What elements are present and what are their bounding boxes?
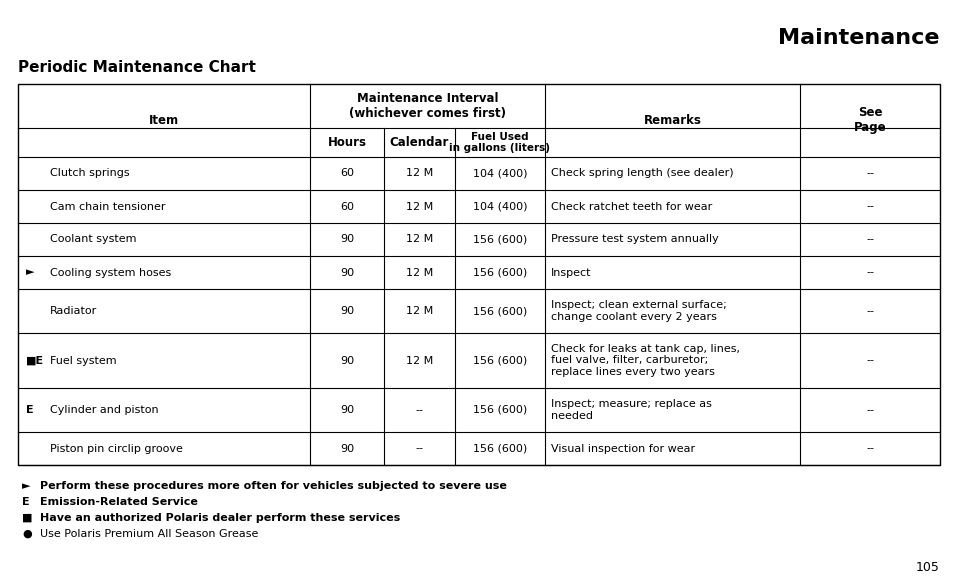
Text: --: -- [865, 306, 873, 316]
Text: --: -- [865, 202, 873, 212]
Text: 60: 60 [339, 169, 354, 179]
Text: 90: 90 [339, 405, 354, 415]
Text: Item: Item [149, 114, 179, 127]
Text: ■: ■ [22, 513, 32, 523]
Text: See
Page: See Page [853, 106, 885, 135]
Text: 156 (600): 156 (600) [473, 356, 527, 366]
Text: Calendar: Calendar [390, 136, 449, 149]
Text: Periodic Maintenance Chart: Periodic Maintenance Chart [18, 61, 255, 75]
Text: 12 M: 12 M [405, 235, 433, 245]
Text: 90: 90 [339, 356, 354, 366]
Text: 156 (600): 156 (600) [473, 306, 527, 316]
Text: Check spring length (see dealer): Check spring length (see dealer) [551, 169, 733, 179]
Text: --: -- [865, 443, 873, 453]
Text: Fuel Used
in gallons (liters): Fuel Used in gallons (liters) [449, 132, 550, 153]
Text: Check ratchet teeth for wear: Check ratchet teeth for wear [551, 202, 712, 212]
Text: Perform these procedures more often for vehicles subjected to severe use: Perform these procedures more often for … [40, 481, 506, 491]
Text: Inspect; clean external surface;
change coolant every 2 years: Inspect; clean external surface; change … [551, 300, 726, 322]
Text: 156 (600): 156 (600) [473, 443, 527, 453]
Text: Remarks: Remarks [643, 114, 700, 127]
Text: 156 (600): 156 (600) [473, 268, 527, 278]
Text: 156 (600): 156 (600) [473, 405, 527, 415]
Text: E: E [26, 405, 33, 415]
Text: 105: 105 [915, 561, 939, 574]
Text: Cylinder and piston: Cylinder and piston [50, 405, 158, 415]
Text: 60: 60 [339, 202, 354, 212]
Text: Visual inspection for wear: Visual inspection for wear [551, 443, 695, 453]
Text: 12 M: 12 M [405, 169, 433, 179]
Text: Clutch springs: Clutch springs [50, 169, 130, 179]
Text: 104 (400): 104 (400) [473, 169, 527, 179]
Text: E: E [22, 497, 30, 507]
Text: Maintenance: Maintenance [778, 28, 939, 48]
Text: Emission-Related Service: Emission-Related Service [40, 497, 197, 507]
Text: Radiator: Radiator [50, 306, 97, 316]
Text: 104 (400): 104 (400) [473, 202, 527, 212]
Bar [18, 84, 939, 465]
Text: 12 M: 12 M [405, 306, 433, 316]
Text: Coolant system: Coolant system [50, 235, 136, 245]
Text: 156 (600): 156 (600) [473, 235, 527, 245]
Text: ●: ● [22, 529, 31, 539]
Text: 12 M: 12 M [405, 268, 433, 278]
Text: ►: ► [22, 481, 30, 491]
Text: Cooling system hoses: Cooling system hoses [50, 268, 172, 278]
Text: Pressure test system annually: Pressure test system annually [551, 235, 718, 245]
Text: 90: 90 [339, 235, 354, 245]
Text: ■E: ■E [26, 356, 44, 366]
Text: ►: ► [26, 268, 34, 278]
Text: --: -- [865, 356, 873, 366]
Text: Have an authorized Polaris dealer perform these services: Have an authorized Polaris dealer perfor… [40, 513, 400, 523]
Text: 90: 90 [339, 268, 354, 278]
Text: Maintenance Interval
(whichever comes first): Maintenance Interval (whichever comes fi… [349, 92, 505, 120]
Text: --: -- [416, 443, 423, 453]
Text: Cam chain tensioner: Cam chain tensioner [50, 202, 165, 212]
Text: --: -- [865, 268, 873, 278]
Text: 90: 90 [339, 306, 354, 316]
Text: 12 M: 12 M [405, 356, 433, 366]
Text: --: -- [416, 405, 423, 415]
Text: Hours: Hours [327, 136, 366, 149]
Text: Use Polaris Premium All Season Grease: Use Polaris Premium All Season Grease [40, 529, 258, 539]
Text: --: -- [865, 405, 873, 415]
Text: Fuel system: Fuel system [50, 356, 116, 366]
Text: Piston pin circlip groove: Piston pin circlip groove [50, 443, 183, 453]
Text: --: -- [865, 235, 873, 245]
Text: Check for leaks at tank cap, lines,
fuel valve, filter, carburetor;
replace line: Check for leaks at tank cap, lines, fuel… [551, 344, 740, 377]
Text: --: -- [865, 169, 873, 179]
Text: 90: 90 [339, 443, 354, 453]
Text: Inspect: Inspect [551, 268, 591, 278]
Text: Inspect; measure; replace as
needed: Inspect; measure; replace as needed [551, 399, 711, 421]
Text: 12 M: 12 M [405, 202, 433, 212]
